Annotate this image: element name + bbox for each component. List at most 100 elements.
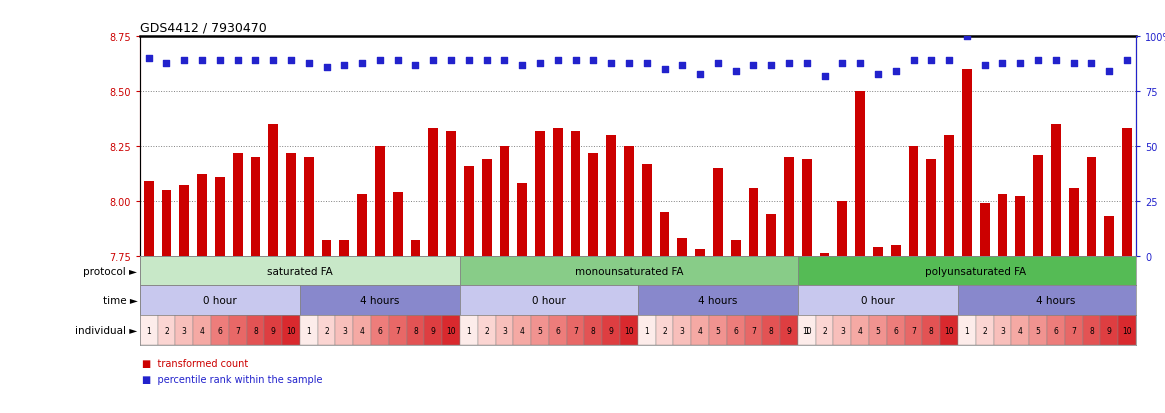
Text: 1: 1 [644, 326, 649, 335]
Bar [926, 160, 937, 256]
Bar [571, 131, 580, 256]
Point [726, 69, 744, 76]
Point [975, 62, 994, 69]
Bar [673, 316, 691, 345]
Bar [282, 316, 299, 345]
Text: 4: 4 [199, 326, 205, 335]
Text: protocol ►: protocol ► [84, 266, 137, 276]
Point [691, 71, 709, 78]
Text: 10: 10 [802, 326, 812, 335]
Point [620, 60, 638, 67]
Point [192, 58, 211, 64]
Text: 6: 6 [1053, 326, 1058, 335]
Bar [816, 316, 833, 345]
Point [673, 62, 692, 69]
Point [211, 58, 230, 64]
Bar [304, 158, 313, 256]
Text: 4 hours: 4 hours [1036, 296, 1075, 306]
Bar [514, 316, 531, 345]
Bar [624, 147, 634, 256]
Text: 9: 9 [431, 326, 436, 335]
Bar [873, 247, 883, 256]
Bar [1065, 316, 1082, 345]
Bar [980, 204, 989, 256]
Text: 10: 10 [624, 326, 634, 335]
Text: 4 hours: 4 hours [360, 296, 400, 306]
Text: 10: 10 [287, 326, 296, 335]
Bar [299, 286, 460, 316]
Bar [143, 182, 154, 256]
Text: 9: 9 [786, 326, 791, 335]
Bar [749, 188, 758, 256]
Point [336, 62, 354, 69]
Bar [250, 158, 260, 256]
Point [779, 60, 798, 67]
Bar [802, 160, 812, 256]
Text: 6: 6 [377, 326, 382, 335]
Bar [833, 316, 852, 345]
Point [958, 34, 976, 40]
Bar [446, 131, 456, 256]
Point [513, 62, 531, 69]
Bar [923, 316, 940, 345]
Bar [353, 316, 370, 345]
Point [246, 58, 264, 64]
Text: 6: 6 [556, 326, 560, 335]
Bar [157, 316, 176, 345]
Point [922, 58, 940, 64]
Point [1065, 60, 1083, 67]
Text: 7: 7 [395, 326, 400, 335]
Text: 5: 5 [1036, 326, 1040, 335]
Text: 7: 7 [573, 326, 578, 335]
Bar [140, 316, 157, 345]
Bar [677, 239, 687, 256]
Bar [482, 160, 492, 256]
Bar [606, 135, 616, 256]
Point [887, 69, 905, 76]
Bar [140, 286, 299, 316]
Bar [958, 316, 976, 345]
Text: 7: 7 [751, 326, 756, 335]
Text: 4: 4 [360, 326, 365, 335]
Point [602, 60, 621, 67]
Bar [162, 190, 171, 256]
Bar [1011, 316, 1029, 345]
Bar [264, 316, 282, 345]
Bar [638, 286, 798, 316]
Bar [318, 316, 336, 345]
Text: GDS4412 / 7930470: GDS4412 / 7930470 [140, 21, 267, 35]
Text: 3: 3 [840, 326, 845, 335]
Point [637, 60, 656, 67]
Bar [299, 316, 318, 345]
Point [264, 58, 283, 64]
Bar [994, 316, 1011, 345]
Bar [781, 316, 798, 345]
Text: 2: 2 [822, 326, 827, 335]
Text: 1: 1 [306, 326, 311, 335]
Bar [997, 195, 1008, 256]
Text: 0 hour: 0 hour [203, 296, 236, 306]
Point [762, 62, 781, 69]
Bar [460, 286, 638, 316]
Text: ■  transformed count: ■ transformed count [142, 358, 248, 368]
Bar [517, 184, 527, 256]
Bar [869, 316, 887, 345]
Bar [1051, 125, 1060, 256]
Bar [855, 92, 866, 256]
Bar [820, 254, 829, 256]
Text: 2: 2 [982, 326, 987, 335]
Text: 2: 2 [662, 326, 666, 335]
Bar [211, 316, 228, 345]
Bar [588, 153, 599, 256]
Point [1117, 58, 1136, 64]
Bar [393, 192, 403, 256]
Bar [887, 316, 905, 345]
Bar [940, 316, 958, 345]
Point [1082, 60, 1101, 67]
Bar [176, 316, 193, 345]
Bar [443, 316, 460, 345]
Bar [798, 316, 816, 345]
Bar [1122, 129, 1132, 256]
Point [1011, 60, 1030, 67]
Text: 10: 10 [446, 326, 456, 335]
